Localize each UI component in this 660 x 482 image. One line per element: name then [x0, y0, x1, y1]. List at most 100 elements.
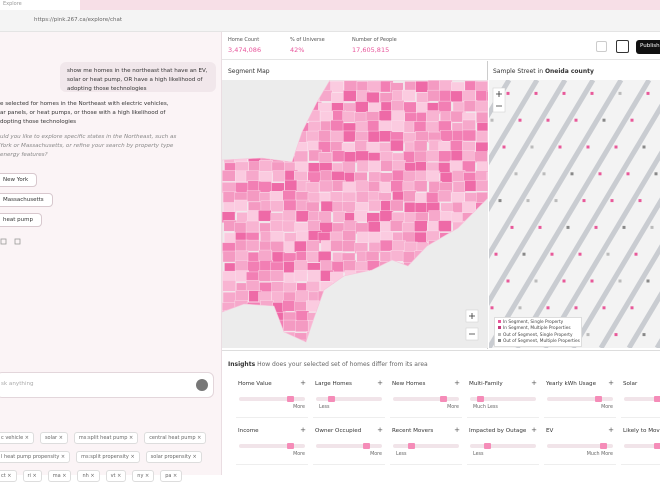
county [259, 181, 272, 192]
county [415, 203, 428, 214]
county [296, 211, 309, 222]
slider [393, 397, 459, 401]
slider [470, 444, 536, 448]
add-icon[interactable]: + [608, 379, 614, 387]
county [271, 231, 284, 242]
card-title: Likely to Move [623, 428, 660, 434]
county [428, 80, 441, 91]
county [414, 181, 427, 192]
filter-tag[interactable]: ri × [23, 470, 42, 482]
legend-swatch [498, 333, 501, 336]
county [476, 180, 488, 191]
input-placeholder: sk anything [1, 381, 34, 387]
county [235, 290, 248, 301]
filter-tag[interactable]: nh × [77, 470, 99, 482]
county [320, 261, 333, 272]
property [583, 199, 586, 202]
county [453, 181, 466, 192]
county [235, 260, 248, 271]
county [438, 101, 451, 112]
add-icon[interactable]: + [377, 379, 383, 387]
county [223, 292, 236, 303]
icon-button[interactable] [616, 40, 629, 53]
suggestion-chip[interactable]: heat pump [0, 213, 42, 227]
add-icon[interactable]: + [454, 426, 460, 434]
property [507, 280, 510, 283]
insight-card: Large Homes+Less [313, 378, 385, 418]
county [235, 223, 248, 234]
question-line: energy features? [0, 151, 176, 160]
county [343, 202, 356, 213]
county [368, 161, 381, 172]
add-icon[interactable]: + [531, 426, 537, 434]
county [355, 181, 368, 192]
add-icon[interactable]: + [608, 426, 614, 434]
property [511, 226, 514, 229]
county [285, 180, 298, 191]
question-line: York or Massachusetts, or refine your se… [0, 142, 176, 151]
card-label: Much Less [473, 405, 498, 410]
county [294, 241, 307, 252]
county [259, 171, 272, 182]
property [575, 119, 578, 122]
segment-map[interactable] [222, 80, 488, 348]
card-title: Home Value [238, 381, 272, 387]
suggestion-chip[interactable]: New York [0, 173, 37, 187]
insight-card: Income+More [236, 425, 308, 465]
property [535, 92, 538, 95]
filter-tag[interactable]: pa × [160, 470, 182, 482]
chat-panel: show me homes in the northeast that have… [0, 32, 222, 475]
add-icon[interactable]: + [531, 379, 537, 387]
county [450, 141, 463, 152]
county [331, 120, 344, 131]
filter-tag[interactable]: ma × [48, 470, 72, 482]
property [535, 280, 538, 283]
county [462, 90, 475, 101]
property [579, 253, 582, 256]
suggestion-chip[interactable]: Massachusetts [0, 193, 53, 207]
add-icon[interactable]: + [454, 379, 460, 387]
filter-tag[interactable]: ny × [132, 470, 154, 482]
icon-button[interactable] [596, 41, 607, 52]
county [343, 260, 356, 271]
property [599, 172, 602, 175]
reply-line: dopting those technologies [0, 118, 169, 127]
street-map[interactable] [489, 80, 660, 348]
county [367, 120, 380, 131]
card-title: Multi-Family [469, 381, 503, 387]
property [519, 306, 522, 309]
add-icon[interactable]: + [300, 426, 306, 434]
filter-tag[interactable]: ct × [0, 470, 17, 482]
county [476, 101, 488, 112]
county [234, 200, 247, 211]
county [451, 150, 464, 161]
chat-input[interactable]: sk anything [0, 372, 214, 398]
filter-tag[interactable]: vt × [106, 470, 127, 482]
county [402, 90, 415, 101]
county [414, 151, 427, 162]
county [450, 161, 463, 172]
slider [470, 397, 536, 401]
publish-button[interactable]: Publish [636, 40, 660, 54]
property [643, 146, 646, 149]
tab[interactable]: Explore [0, 0, 80, 10]
add-icon[interactable]: + [377, 426, 383, 434]
county [295, 321, 308, 332]
county [271, 241, 284, 252]
feedback-icons[interactable] [0, 236, 30, 248]
county [223, 280, 236, 291]
send-button[interactable] [196, 379, 208, 391]
county [222, 170, 235, 181]
insight-card: Solar+ [621, 378, 660, 418]
url[interactable]: https://pink.267.ca/explore/chat [34, 17, 122, 23]
add-icon[interactable]: + [300, 379, 306, 387]
county [246, 280, 259, 291]
county [390, 200, 403, 211]
county [465, 180, 478, 191]
county [391, 181, 404, 192]
county [318, 130, 331, 141]
county [368, 131, 381, 142]
insight-card: Home Value+More [236, 378, 308, 418]
